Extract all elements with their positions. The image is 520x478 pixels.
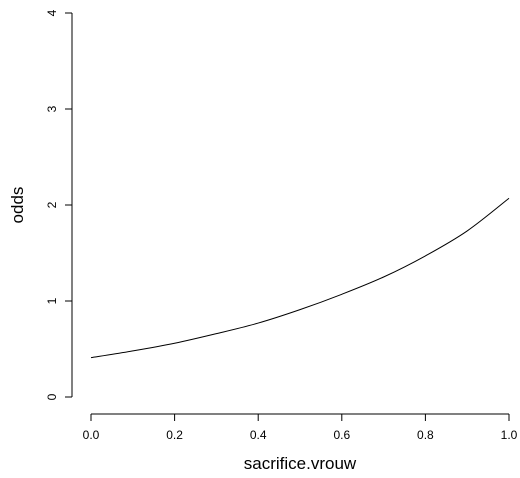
x-tick-label: 0.2 [166,428,183,442]
y-tick-label: 2 [45,201,59,208]
x-tick-label: 0.6 [333,428,350,442]
x-tick-label: 1.0 [501,428,518,442]
x-axis-title: sacrifice.vrouw [244,454,357,473]
y-ticks: 0 1 2 3 4 [45,9,72,400]
y-axis-title: odds [8,187,27,224]
x-tick-label: 0.8 [417,428,434,442]
y-tick-label: 4 [45,9,59,16]
x-ticks: 0.0 0.2 0.4 0.6 0.8 1.0 [83,414,518,442]
y-tick-label: 0 [45,393,59,400]
series-line [90,197,510,359]
y-tick-label: 3 [45,105,59,112]
x-tick-label: 0.4 [250,428,267,442]
x-tick-label: 0.0 [83,428,100,442]
y-tick-label: 1 [45,297,59,304]
